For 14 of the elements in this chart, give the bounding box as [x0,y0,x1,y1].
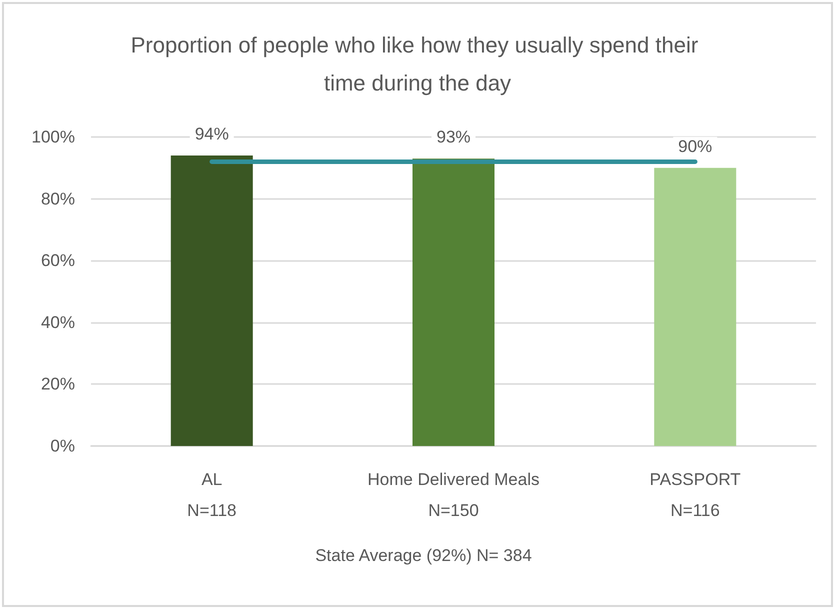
x-tick-label: PASSPORT N=116 [650,470,741,520]
chart-title: Proportion of people who like how they usually spend their time during the day [130,32,704,96]
y-tick-label: 0% [50,436,75,456]
x-axis-title: State Average (92%) N= 384 [315,546,532,565]
y-tick-label: 60% [40,251,75,270]
y-tick-label: 20% [40,374,75,394]
x-tick-label: AL N=118 [187,470,236,520]
data-label: 90% [678,136,712,156]
y-tick-label: 40% [40,312,75,332]
y-tick-label: 100% [32,128,75,146]
data-label: 94% [194,124,229,144]
data-label: 93% [436,128,471,147]
x-tick-label: Home Delivered Meals N=150 [368,470,540,520]
y-tick-label: 80% [40,189,75,208]
